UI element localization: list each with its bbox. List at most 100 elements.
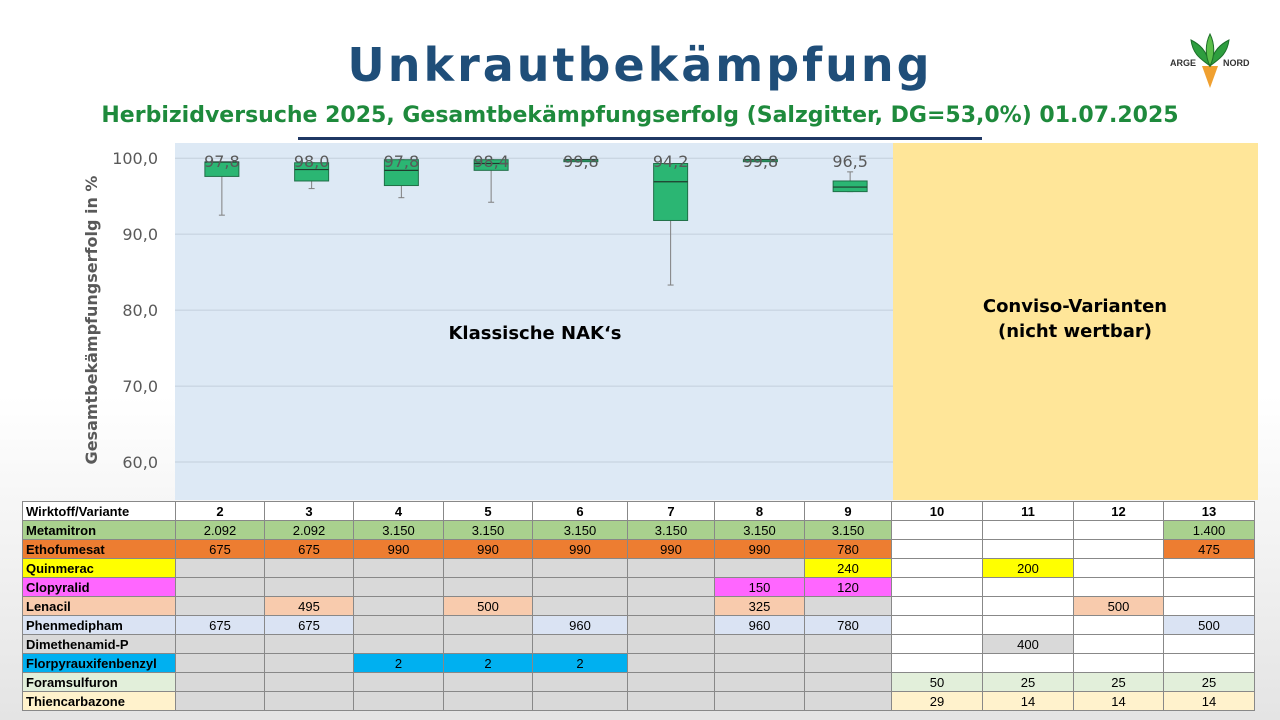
table-cell: 3.150 — [627, 520, 715, 540]
active-ingredient-table: Wirktoff/Variante 2 3 4 5 6 7 8 9 10 11 12 13 Metam… — [22, 501, 1255, 711]
table-cell — [627, 653, 715, 673]
table-cell: 14 — [982, 691, 1074, 711]
y-tick-label: 80,0 — [122, 301, 158, 320]
table-cell: 2.092 — [264, 520, 354, 540]
table-cell: 3.150 — [353, 520, 444, 540]
ingredient-name: Foramsulfuron — [22, 672, 176, 692]
table-cell: 990 — [532, 539, 628, 559]
table-header-variant: 12 — [1073, 501, 1164, 521]
box — [832, 180, 868, 193]
table-cell: 3.150 — [443, 520, 533, 540]
table-cell — [1163, 634, 1255, 654]
table-cell: 675 — [175, 615, 265, 635]
table-header-variant: 8 — [714, 501, 805, 521]
table-cell: 3.150 — [532, 520, 628, 540]
table-cell — [1073, 558, 1164, 578]
table-cell — [175, 558, 265, 578]
table-cell — [532, 634, 628, 654]
table-cell — [982, 520, 1074, 540]
table-cell: 675 — [264, 615, 354, 635]
table-cell — [982, 577, 1074, 597]
table-cell — [264, 691, 354, 711]
box-plot-chart: 100,0 90,0 80,0 70,0 60,0 Gesamtbekämpfungser… — [82, 143, 1258, 500]
table-cell — [532, 558, 628, 578]
table-row: Quinmerac 240 200 — [22, 558, 1255, 578]
table-cell — [175, 634, 265, 654]
table-cell: 1.400 — [1163, 520, 1255, 540]
table-cell — [891, 653, 983, 673]
table-cell — [264, 577, 354, 597]
ingredient-name: Lenacil — [22, 596, 176, 616]
table-cell: 2.092 — [175, 520, 265, 540]
box — [294, 162, 330, 182]
table-cell — [353, 672, 444, 692]
mean-label: 98,4 — [473, 152, 509, 171]
table-header-variant: 6 — [532, 501, 628, 521]
ingredient-name: Quinmerac — [22, 558, 176, 578]
ingredient-name: Clopyralid — [22, 577, 176, 597]
table-cell: 25 — [1073, 672, 1164, 692]
logo-text-top: ARGE — [1170, 58, 1196, 68]
ingredient-name: Ethofumesat — [22, 539, 176, 559]
ingredient-name: Dimethenamid-P — [22, 634, 176, 654]
table-cell — [353, 577, 444, 597]
table-cell: 50 — [891, 672, 983, 692]
mean-label: 98,0 — [294, 152, 330, 171]
table-cell: 675 — [264, 539, 354, 559]
table-cell — [804, 691, 892, 711]
table-cell — [1163, 596, 1255, 616]
box — [383, 159, 419, 187]
table-cell — [982, 653, 1074, 673]
table-cell — [982, 615, 1074, 635]
y-tick-label: 90,0 — [122, 225, 158, 244]
table-cell — [804, 634, 892, 654]
page-title: Unkrautbekämpfung — [347, 38, 933, 92]
table-cell — [982, 596, 1074, 616]
table-row: Foramsulfuron 50 25 25 25 — [22, 672, 1255, 692]
table-cell — [627, 672, 715, 692]
table-cell — [1163, 653, 1255, 673]
table-cell: 3.150 — [714, 520, 805, 540]
table-row: Thiencarbazone 29 14 14 14 — [22, 691, 1255, 711]
table-cell — [804, 672, 892, 692]
y-tick-label: 70,0 — [122, 377, 158, 396]
table-cell — [1073, 615, 1164, 635]
table-cell — [443, 691, 533, 711]
table-cell: 3.150 — [804, 520, 892, 540]
table-cell — [264, 634, 354, 654]
table-cell — [175, 653, 265, 673]
beet-plant-icon: ARGE NORD — [1170, 32, 1250, 88]
table-cell — [891, 539, 983, 559]
table-row: Lenacil 495 500 325 500 — [22, 596, 1255, 616]
table-cell: 475 — [1163, 539, 1255, 559]
table-cell: 240 — [804, 558, 892, 578]
table-cell — [1163, 577, 1255, 597]
table-header-variant: 4 — [353, 501, 444, 521]
table-cell — [627, 596, 715, 616]
table-header-variant: 5 — [443, 501, 533, 521]
table-cell — [714, 691, 805, 711]
table-cell — [627, 577, 715, 597]
table-cell: 2 — [532, 653, 628, 673]
table-header-variant: 2 — [175, 501, 265, 521]
ingredient-name: Thiencarbazone — [22, 691, 176, 711]
table-cell: 325 — [714, 596, 805, 616]
mean-label: 99,8 — [563, 152, 599, 171]
table-cell — [804, 596, 892, 616]
table-row: Dimethenamid-P 400 — [22, 634, 1255, 654]
table-header-variant: 7 — [627, 501, 715, 521]
mean-label: 94,2 — [653, 152, 689, 171]
table-cell — [714, 672, 805, 692]
table-cell: 990 — [353, 539, 444, 559]
table-header-row: Wirktoff/Variante 2 3 4 5 6 7 8 9 10 11 12 13 — [22, 501, 1255, 521]
table-cell — [891, 577, 983, 597]
box — [653, 163, 689, 221]
table-row: Metamitron 2.092 2.092 3.150 3.150 3.150 3.150… — [22, 520, 1255, 540]
table-cell: 500 — [1073, 596, 1164, 616]
table-cell: 990 — [443, 539, 533, 559]
table-cell — [353, 691, 444, 711]
table-header-variant: 11 — [982, 501, 1074, 521]
table-cell: 400 — [982, 634, 1074, 654]
table-cell — [353, 615, 444, 635]
table-cell — [175, 691, 265, 711]
